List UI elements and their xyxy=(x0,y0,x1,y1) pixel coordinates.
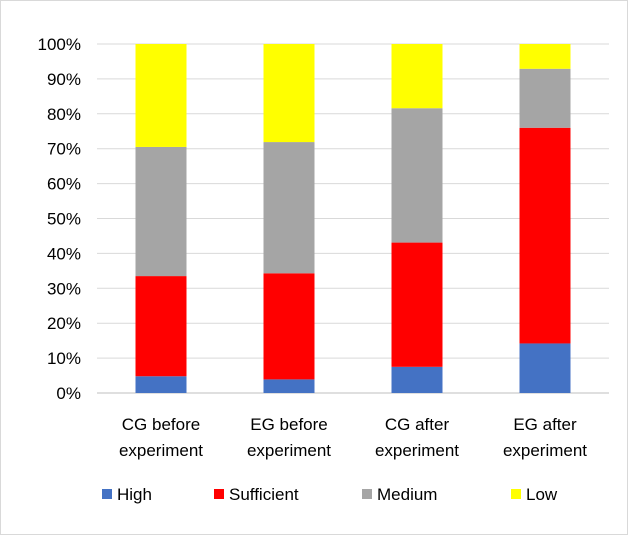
bar-segment-low xyxy=(135,44,187,147)
y-tick-label: 20% xyxy=(47,314,81,333)
bar-segment-sufficient xyxy=(391,242,443,367)
bar-segment-low xyxy=(391,44,443,109)
x-tick-label: CG before xyxy=(122,415,200,434)
x-tick-label: CG after xyxy=(385,415,450,434)
bar-segment-high xyxy=(391,366,443,393)
y-tick-label: 10% xyxy=(47,349,81,368)
bar-segment-high xyxy=(263,379,315,393)
y-axis-tick-labels: 0% 10% 20% 30% 40% 50% 60% 70% 80% 90% 100% xyxy=(38,35,81,403)
legend-swatch-high xyxy=(102,489,112,499)
y-tick-label: 0% xyxy=(56,384,81,403)
y-tick-label: 30% xyxy=(47,279,81,298)
legend-label-medium: Medium xyxy=(377,485,437,504)
legend-swatch-sufficient xyxy=(214,489,224,499)
y-tick-label: 80% xyxy=(47,105,81,124)
y-tick-label: 60% xyxy=(47,175,81,194)
bar-segment-medium xyxy=(391,108,443,243)
y-tick-label: 70% xyxy=(47,140,81,159)
bar-segment-sufficient xyxy=(135,276,187,377)
x-tick-label: experiment xyxy=(375,441,459,460)
legend-swatch-medium xyxy=(362,489,372,499)
legend-label-sufficient: Sufficient xyxy=(229,485,299,504)
bar-segment-medium xyxy=(519,68,571,128)
x-tick-label: EG after xyxy=(513,415,577,434)
x-tick-label: experiment xyxy=(119,441,203,460)
legend-label-high: High xyxy=(117,485,152,504)
x-tick-label: experiment xyxy=(503,441,587,460)
y-tick-label: 40% xyxy=(47,244,81,263)
bar-segment-low xyxy=(263,44,315,143)
bar-segment-medium xyxy=(263,142,315,274)
bar-segment-low xyxy=(519,44,571,69)
x-tick-label: experiment xyxy=(247,441,331,460)
y-tick-label: 90% xyxy=(47,70,81,89)
y-tick-label: 50% xyxy=(47,210,81,229)
bar-segment-high xyxy=(135,376,187,393)
legend: High Sufficient Medium Low xyxy=(102,485,558,504)
bar-segment-sufficient xyxy=(519,127,571,344)
legend-label-low: Low xyxy=(526,485,558,504)
bar-segment-sufficient xyxy=(263,273,315,380)
bars xyxy=(135,44,571,393)
bar-segment-medium xyxy=(135,146,187,277)
bar-segment-high xyxy=(519,343,571,393)
y-tick-label: 100% xyxy=(38,35,81,54)
x-tick-label: EG before xyxy=(250,415,328,434)
legend-swatch-low xyxy=(511,489,521,499)
x-axis-tick-labels: CG before experiment EG before experiment CG… xyxy=(119,415,587,460)
